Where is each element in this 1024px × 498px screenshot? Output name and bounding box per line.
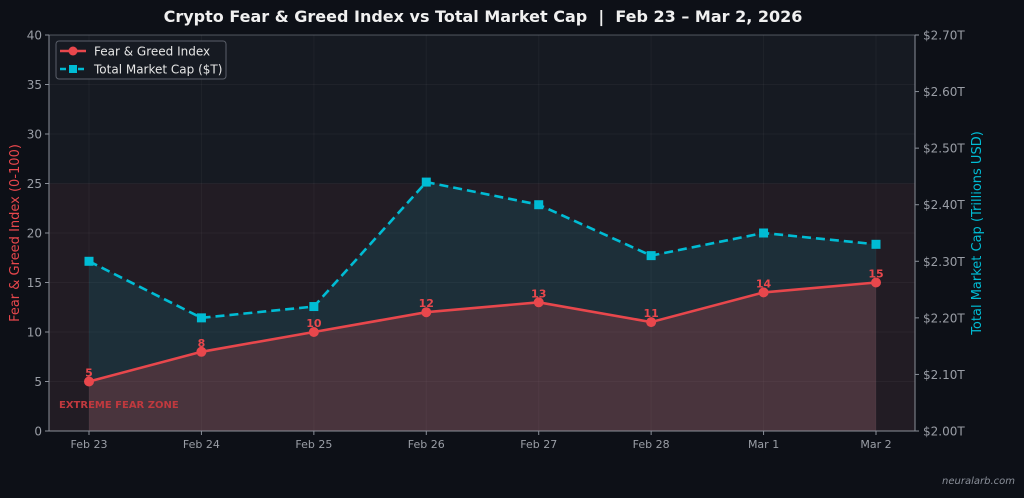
y2-axis-label: Total Market Cap (Trillions USD) xyxy=(970,131,985,336)
y2-tick-label: $2.60T xyxy=(923,85,965,99)
fear-greed-point xyxy=(84,376,94,387)
legend-market-cap-label: Total Market Cap ($T) xyxy=(93,63,222,77)
fear-greed-data-label: 13 xyxy=(531,287,546,300)
market-cap-point xyxy=(759,228,769,238)
x-tick-label: Feb 24 xyxy=(183,438,220,451)
fear-greed-point xyxy=(871,277,881,288)
y2-tick-label: $2.20T xyxy=(923,311,965,325)
market-cap-point xyxy=(421,177,431,187)
y-tick-label: 5 xyxy=(34,375,42,389)
x-tick-label: Feb 28 xyxy=(633,438,670,451)
fear-greed-data-label: 11 xyxy=(643,307,658,320)
market-cap-line xyxy=(88,180,877,320)
y2-tick-label: $2.10T xyxy=(923,368,965,382)
y2-tick-label: $2.30T xyxy=(923,255,965,269)
x-tick-label: Mar 1 xyxy=(748,438,779,451)
y-tick-label: 15 xyxy=(27,276,42,290)
legend-fear-greed-marker-icon xyxy=(68,46,78,56)
y2-tick-label: $2.50T xyxy=(923,142,965,156)
legend-fear-greed-label: Fear & Greed Index xyxy=(94,45,210,59)
fear-greed-data-label: 12 xyxy=(419,297,434,310)
chart-title: Crypto Fear & Greed Index vs Total Marke… xyxy=(164,7,803,27)
x-tick-label: Mar 2 xyxy=(860,438,891,451)
fear-greed-data-label: 15 xyxy=(868,268,883,281)
fear-greed-point xyxy=(533,297,544,308)
legend-market-cap-marker-icon xyxy=(69,65,77,73)
fear-greed-point xyxy=(758,287,769,298)
market-cap-point xyxy=(871,239,881,249)
market-cap-point xyxy=(196,313,206,323)
x-tick-label: Feb 26 xyxy=(408,438,445,451)
y-tick-label: 20 xyxy=(27,227,42,241)
fear-greed-point xyxy=(308,327,319,337)
y-tick-label: 25 xyxy=(27,177,42,191)
x-tick-label: Feb 25 xyxy=(295,438,332,451)
fear-greed-point xyxy=(646,317,657,328)
watermark: neuralarb.com xyxy=(942,476,1015,487)
market-cap-point xyxy=(84,256,94,266)
legend xyxy=(55,40,227,80)
plot-area xyxy=(49,35,915,431)
zone-label: EXTREME FEAR ZONE xyxy=(59,400,179,411)
y-tick-label: 40 xyxy=(27,29,42,43)
y2-tick-label: $2.00T xyxy=(923,425,965,439)
fear-greed-point xyxy=(421,307,432,318)
x-tick-label: Feb 23 xyxy=(71,438,108,451)
fear-greed-area xyxy=(89,282,876,431)
y-axis-label: Fear & Greed Index (0-100) xyxy=(8,144,23,322)
market-cap-point xyxy=(646,251,656,261)
fear-greed-line xyxy=(88,281,877,383)
fear-greed-data-label: 14 xyxy=(756,277,772,290)
fear-greed-data-label: 5 xyxy=(85,367,93,380)
fear-greed-point xyxy=(196,346,207,357)
y2-tick-label: $2.40T xyxy=(923,198,965,212)
fear-greed-data-label: 8 xyxy=(198,337,206,350)
y2-tick-label: $2.70T xyxy=(923,29,965,43)
y-tick-label: 0 xyxy=(34,425,42,439)
x-tick-label: Feb 27 xyxy=(520,438,557,451)
market-cap-point xyxy=(534,200,544,210)
y-tick-label: 10 xyxy=(27,326,42,340)
y-tick-label: 35 xyxy=(27,78,42,92)
market-cap-point xyxy=(309,302,319,312)
fear-greed-data-label: 10 xyxy=(306,317,322,330)
y-tick-label: 30 xyxy=(27,128,42,142)
